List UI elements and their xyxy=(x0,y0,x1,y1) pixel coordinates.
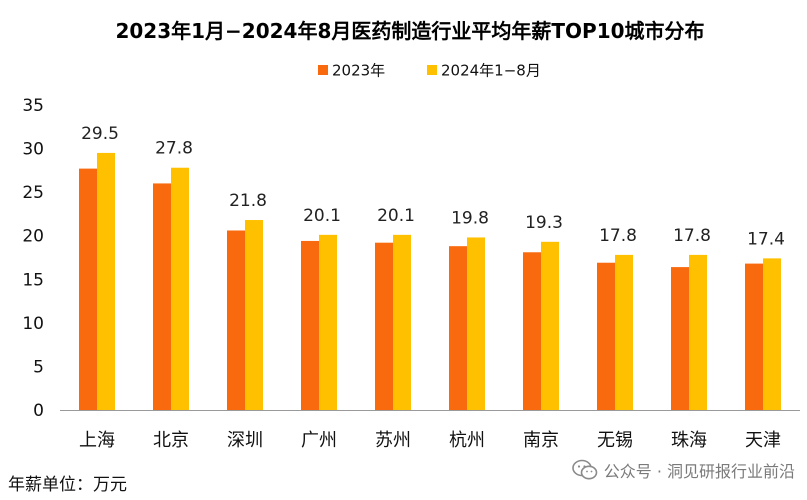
bar-1-5 xyxy=(467,237,485,410)
data-label-9: 17.4 xyxy=(747,229,785,249)
bar-1-9 xyxy=(763,258,781,410)
unit-label: 年薪单位：万元 xyxy=(8,475,127,495)
bars: 29.5 27.8 21.8 20.1 20.1 19.8 19.3 17.8 17.8 17.4 xyxy=(79,124,785,410)
y-tick-label-25: 25 xyxy=(22,183,44,203)
bar-0-1 xyxy=(153,183,171,410)
bar-1-6 xyxy=(541,241,559,410)
bar-0-0 xyxy=(79,168,97,410)
bar-0-6 xyxy=(523,252,541,410)
bar-1-1 xyxy=(171,167,189,410)
legend-swatch-0 xyxy=(318,65,328,75)
watermark: 公众号 · 洞见研报行业前沿 xyxy=(571,458,795,482)
y-tick-label-5: 5 xyxy=(33,357,44,377)
x-tick-label-0: 上海 xyxy=(79,430,115,451)
x-tick-label-7: 无锡 xyxy=(597,430,633,451)
x-axis: 上海 北京 深圳 广州 苏州 杭州 南京 无锡 珠海 天津 xyxy=(60,410,800,451)
x-tick-label-3: 广州 xyxy=(301,430,337,451)
legend-label-0: 2023年 xyxy=(332,62,385,80)
data-label-4: 20.1 xyxy=(377,206,415,226)
bar-0-3 xyxy=(301,240,319,410)
bar-0-4 xyxy=(375,242,393,410)
data-label-0: 29.5 xyxy=(81,124,119,144)
data-label-5: 19.8 xyxy=(451,208,489,228)
bar-1-8 xyxy=(689,254,707,410)
legend-swatch-1 xyxy=(427,65,437,75)
data-label-1: 27.8 xyxy=(155,139,193,159)
x-tick-label-9: 天津 xyxy=(745,430,781,451)
y-tick-label-20: 20 xyxy=(22,227,44,247)
y-tick-label-10: 10 xyxy=(22,314,44,334)
x-tick-label-5: 杭州 xyxy=(449,430,485,451)
y-tick-label-15: 15 xyxy=(22,270,44,290)
bar-0-2 xyxy=(227,230,245,410)
bar-0-5 xyxy=(449,246,467,410)
data-label-3: 20.1 xyxy=(303,206,341,226)
x-tick-label-2: 深圳 xyxy=(227,430,263,451)
y-axis: 0 5 10 15 20 25 30 35 xyxy=(22,96,44,421)
data-label-7: 17.8 xyxy=(599,226,637,246)
y-tick-label-35: 35 xyxy=(22,96,44,116)
x-tick-label-6: 南京 xyxy=(523,430,559,451)
data-label-6: 19.3 xyxy=(525,213,563,233)
wechat-icon xyxy=(571,459,598,481)
y-tick-label-0: 0 xyxy=(33,401,44,421)
legend-label-1: 2024年1−8月 xyxy=(441,62,541,80)
legend: 2023年 2024年1−8月 xyxy=(318,62,541,80)
data-label-2: 21.8 xyxy=(229,191,267,211)
watermark-text: 公众号 · 洞见研报行业前沿 xyxy=(603,462,795,481)
bar-1-4 xyxy=(393,234,411,410)
bar-1-7 xyxy=(615,254,633,410)
y-tick-label-30: 30 xyxy=(22,140,44,160)
x-tick-label-1: 北京 xyxy=(153,430,189,451)
bar-0-9 xyxy=(745,263,763,410)
x-tick-label-8: 珠海 xyxy=(671,430,707,451)
bar-0-7 xyxy=(597,262,615,410)
x-tick-label-4: 苏州 xyxy=(375,430,411,451)
data-label-8: 17.8 xyxy=(673,226,711,246)
bar-1-0 xyxy=(97,152,115,410)
bar-1-3 xyxy=(319,234,337,410)
chart-title: 2023年1月−2024年8月医药制造行业平均年薪TOP10城市分布 xyxy=(115,19,704,43)
bar-0-8 xyxy=(671,267,689,410)
bar-1-2 xyxy=(245,220,263,410)
